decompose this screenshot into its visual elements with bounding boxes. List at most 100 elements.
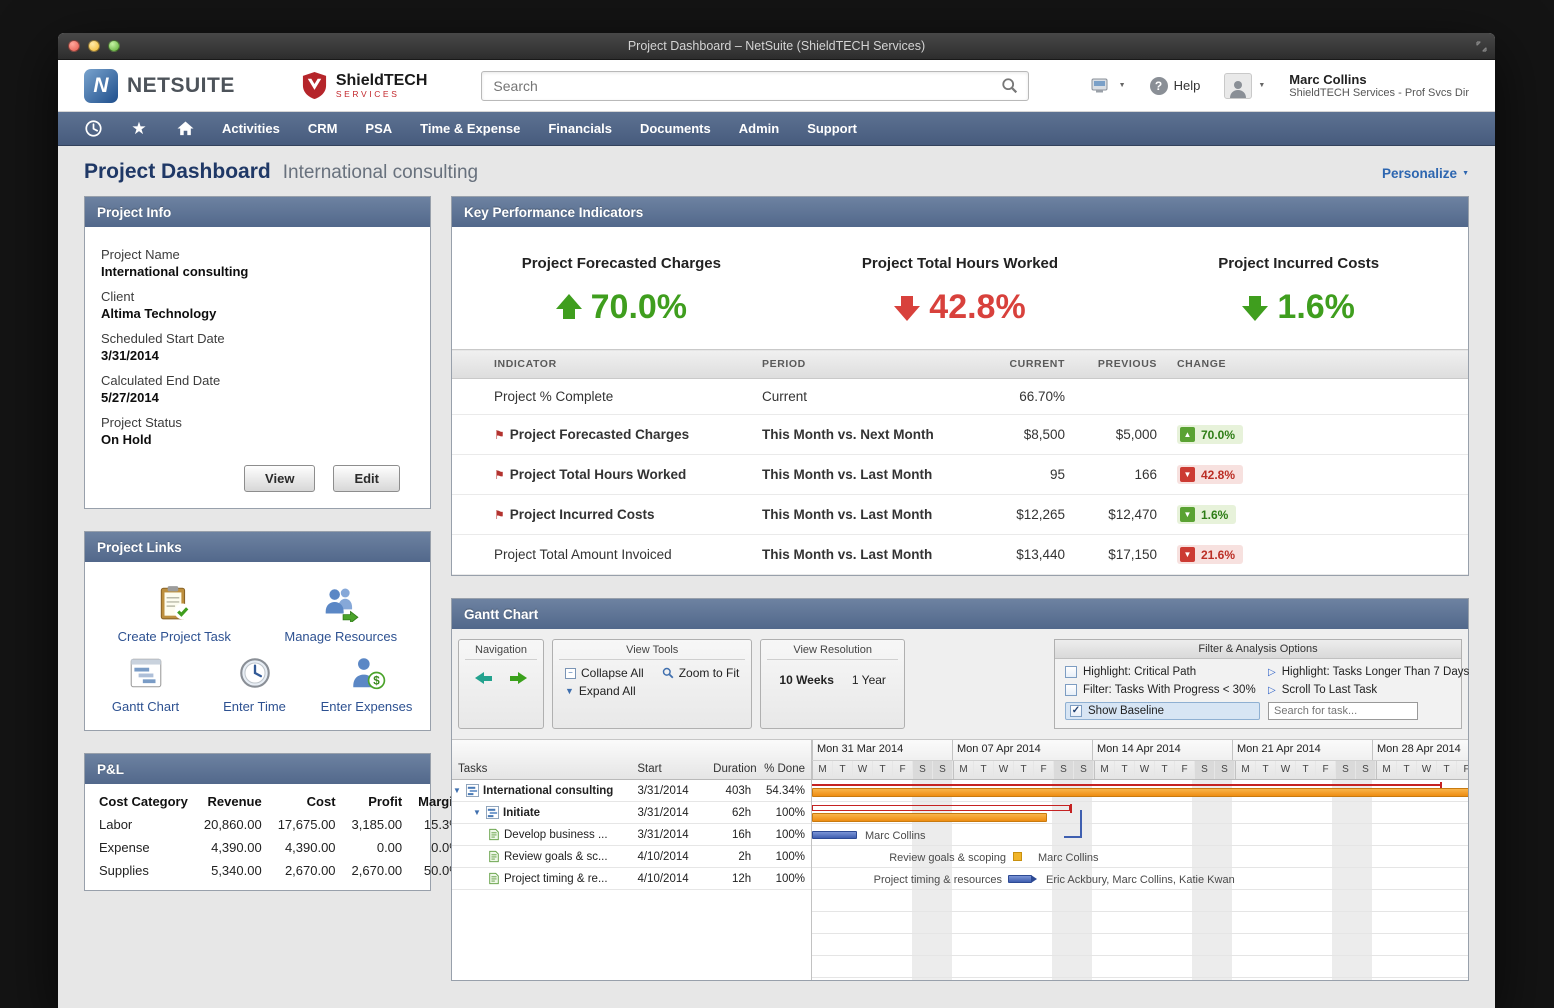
page-title-row: Project Dashboard International consulti… [58,146,1495,192]
task-search-input[interactable] [1268,702,1418,720]
checkbox[interactable] [1065,684,1077,696]
triangle-right-icon: ▷ [1268,666,1276,678]
nav-item-support[interactable]: Support [807,121,858,136]
recent-history-icon[interactable] [70,119,116,138]
checkbox-checked[interactable]: ✓ [1070,705,1082,717]
dependency-line [1064,836,1082,838]
week-label: Mon 07 Apr 2014 [952,740,1092,760]
kpi-table: INDICATOR PERIOD CURRENT PREVIOUS CHANGE… [452,349,1468,575]
pnl-header: P&L [85,754,430,784]
nav-item-psa[interactable]: PSA [365,121,393,136]
dependency-line [1080,810,1082,837]
summary-task-icon [466,784,479,797]
scroll-to-last-task-option[interactable]: ▷ Scroll To Last Task [1268,684,1378,696]
zoom-to-fit-button[interactable]: Zoom to Fit [662,666,739,680]
highlight-long-tasks-option[interactable]: ▷ Highlight: Tasks Longer Than 7 Days [1268,666,1470,678]
avatar-caret-icon: ▼ [1258,82,1266,89]
window-minimize-button[interactable] [88,40,100,52]
gantt-task-row[interactable]: Develop business ... 3/31/2014 16h 100% [452,824,811,846]
netsuite-wordmark: NETSUITE [127,73,235,97]
home-icon[interactable] [162,119,208,138]
filter-progress-option[interactable]: Filter: Tasks With Progress < 30% [1065,684,1260,696]
summary-task-icon [486,806,499,819]
gantt-chart-link[interactable]: Gantt Chart [97,654,195,714]
show-baseline-toggle[interactable]: ✓ Show Baseline [1065,702,1260,720]
nav-item-time-expense[interactable]: Time & Expense [420,121,521,136]
clipboard-task-icon [161,586,191,620]
gantt-col-done: % Done [764,763,805,775]
gantt-toolbar: Navigation View Tools − Collapse All [452,629,1469,740]
resolution-10-weeks[interactable]: 10 Weeks [779,673,834,687]
shortcuts-star-icon[interactable]: ★ [131,119,147,138]
filter-analysis-panel: Filter & Analysis Options Highlight: Cri… [1054,639,1469,729]
user-icon [1230,80,1247,98]
edit-button[interactable]: Edit [333,465,400,492]
nav-item-admin[interactable]: Admin [738,121,780,136]
summary-gantt-bar[interactable] [812,788,1468,797]
user-avatar-menu[interactable]: ▼ [1224,72,1266,99]
window-titlebar[interactable]: Project Dashboard – NetSuite (ShieldTECH… [58,33,1495,60]
highlight-critical-path-option[interactable]: Highlight: Critical Path [1065,666,1260,678]
scroll-left-arrow-icon[interactable] [475,672,493,684]
task-doc-icon [489,828,499,841]
personalize-caret-icon: ▼ [1462,170,1469,177]
create-project-task-link[interactable]: Create Project Task [115,584,233,644]
field-value: 3/31/2014 [101,348,159,363]
gantt-task-row[interactable]: Review goals & sc... 4/10/2014 2h 100% [452,846,811,868]
enter-expenses-link[interactable]: $ Enter Expenses [315,654,419,714]
pnl-row: Labor 20,860.00 17,675.00 3,185.00 15.3% [99,817,461,832]
kpi-col-header: CHANGE [1167,349,1327,379]
enter-time-link[interactable]: Enter Time [206,654,304,714]
view-resolution-group: View Resolution 10 Weeks 1 Year [760,639,905,729]
window-controls [68,40,120,52]
task-doc-icon [489,850,499,863]
collapse-all-button[interactable]: − Collapse All [565,666,644,680]
gantt-task-row[interactable]: ▼ International consulting 3/31/2014 403… [452,780,811,802]
nav-item-crm[interactable]: CRM [307,121,338,136]
nav-item-activities[interactable]: Activities [222,121,280,136]
search-icon[interactable] [1001,77,1019,95]
help-button[interactable]: ? Help [1149,76,1200,95]
change-badge: ▼ 42.8% [1177,465,1244,484]
gantt-task-row[interactable]: ▼ Initiate 3/31/2014 62h 100% [452,802,811,824]
nav-item-documents[interactable]: Documents [639,121,711,136]
quick-menu[interactable]: ▼ [1091,77,1126,95]
summary-gantt-bar[interactable] [812,813,1047,822]
personalize-link[interactable]: Personalize ▼ [1382,166,1469,181]
window-resize-icon[interactable] [1476,41,1487,52]
expand-all-button[interactable]: ▼ Expand All [565,684,636,698]
down-arrow-icon: ▼ [1180,507,1195,522]
gantt-grid-header: Tasks Start Duration % Done Mon 31 Mar 2… [452,740,1468,780]
window-close-button[interactable] [68,40,80,52]
quick-menu-icon [1091,78,1108,92]
gantt-timeline[interactable]: Marc Collins Review goals & scoping Marc… [812,780,1468,980]
header-right-cluster: ▼ ? Help ▼ Marc Collins ShieldTECH Servi… [1091,72,1469,100]
scroll-right-arrow-icon[interactable] [509,672,527,684]
shieldtech-logo: ShieldTECH SERVICES [301,71,428,100]
nav-item-financials[interactable]: Financials [548,121,612,136]
manage-resources-link[interactable]: Manage Resources [282,584,400,644]
kpi-row: ⚑ Project Incurred Costs This Month vs. L… [452,494,1468,535]
task-doc-icon [489,872,499,885]
shieldtech-wordmark: ShieldTECH [335,72,428,89]
person-dollar-icon: $ [352,658,385,690]
expand-icon: ▼ [565,686,574,696]
search-input[interactable] [491,76,1002,95]
view-button[interactable]: View [244,465,316,492]
gantt-col-tasks: Tasks [458,763,488,775]
collapse-caret-icon[interactable]: ▼ [453,786,461,795]
milestone-marker[interactable] [1013,852,1022,861]
task-gantt-bar[interactable] [812,831,857,839]
timeline-week-row: Mon 31 Mar 2014 Mon 07 Apr 2014 Mon 14 A… [812,740,1468,761]
checkbox[interactable] [1065,666,1077,678]
shieldtech-services-label: SERVICES [335,89,400,99]
main-navbar: ★ Activities CRM PSA Time & Expense Fina… [58,112,1495,146]
up-arrow-icon: ▲ [1180,427,1195,442]
gantt-grid-body: ▼ International consulting 3/31/2014 403… [452,780,1468,980]
gantt-task-row[interactable]: Project timing & re... 4/10/2014 12h 100… [452,868,811,890]
task-gantt-bar[interactable] [1008,875,1037,883]
resolution-1-year[interactable]: 1 Year [851,673,886,687]
window-zoom-button[interactable] [108,40,120,52]
pnl-col-header: Revenue [207,794,262,809]
collapse-caret-icon[interactable]: ▼ [473,808,481,817]
